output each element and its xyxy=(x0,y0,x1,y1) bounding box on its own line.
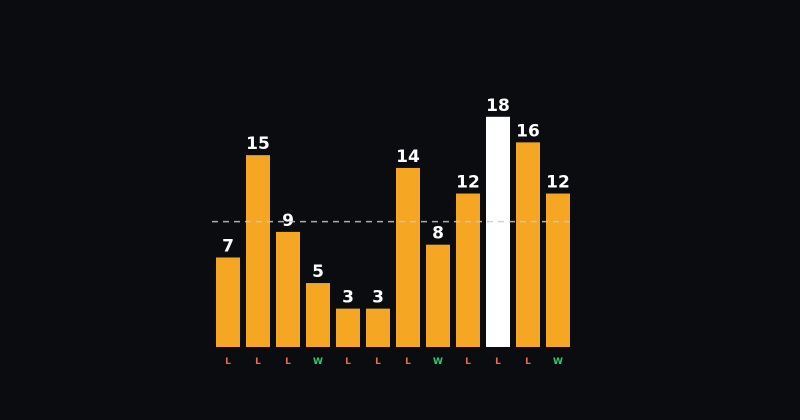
bar xyxy=(366,308,390,347)
bar-value-label: 7 xyxy=(222,236,234,256)
bar xyxy=(546,193,570,347)
bar xyxy=(456,193,480,347)
result-label-win: W xyxy=(313,357,323,367)
bar xyxy=(306,283,330,347)
result-label-loss: L xyxy=(495,357,501,367)
result-label-loss: L xyxy=(525,357,531,367)
result-label-win: W xyxy=(433,357,443,367)
bar-value-label: 8 xyxy=(432,224,444,244)
bar-value-label: 5 xyxy=(312,262,324,282)
bar xyxy=(246,155,270,347)
bar xyxy=(516,142,540,347)
result-label-loss: L xyxy=(465,357,471,367)
bar-value-label: 14 xyxy=(396,147,420,167)
result-label-win: W xyxy=(553,357,563,367)
result-label-loss: L xyxy=(285,357,291,367)
bar xyxy=(426,244,450,347)
bar-value-label: 12 xyxy=(546,173,570,193)
bar xyxy=(276,231,300,347)
result-label-loss: L xyxy=(375,357,381,367)
result-label-loss: L xyxy=(255,357,261,367)
bar-value-label: 16 xyxy=(516,121,540,141)
bar-highlighted xyxy=(486,116,510,347)
bar-value-label: 3 xyxy=(372,288,384,308)
result-label-loss: L xyxy=(405,357,411,367)
result-label-loss: L xyxy=(225,357,231,367)
bar-value-label: 3 xyxy=(342,288,354,308)
bars-group xyxy=(216,116,570,347)
result-label-loss: L xyxy=(345,357,351,367)
bar xyxy=(216,257,240,347)
bar xyxy=(396,167,420,347)
bar-value-label: 12 xyxy=(456,173,480,193)
bar-value-label: 15 xyxy=(246,134,270,154)
bar-value-label: 18 xyxy=(486,96,510,116)
bar-value-label: 9 xyxy=(282,211,294,231)
bar xyxy=(336,308,360,347)
